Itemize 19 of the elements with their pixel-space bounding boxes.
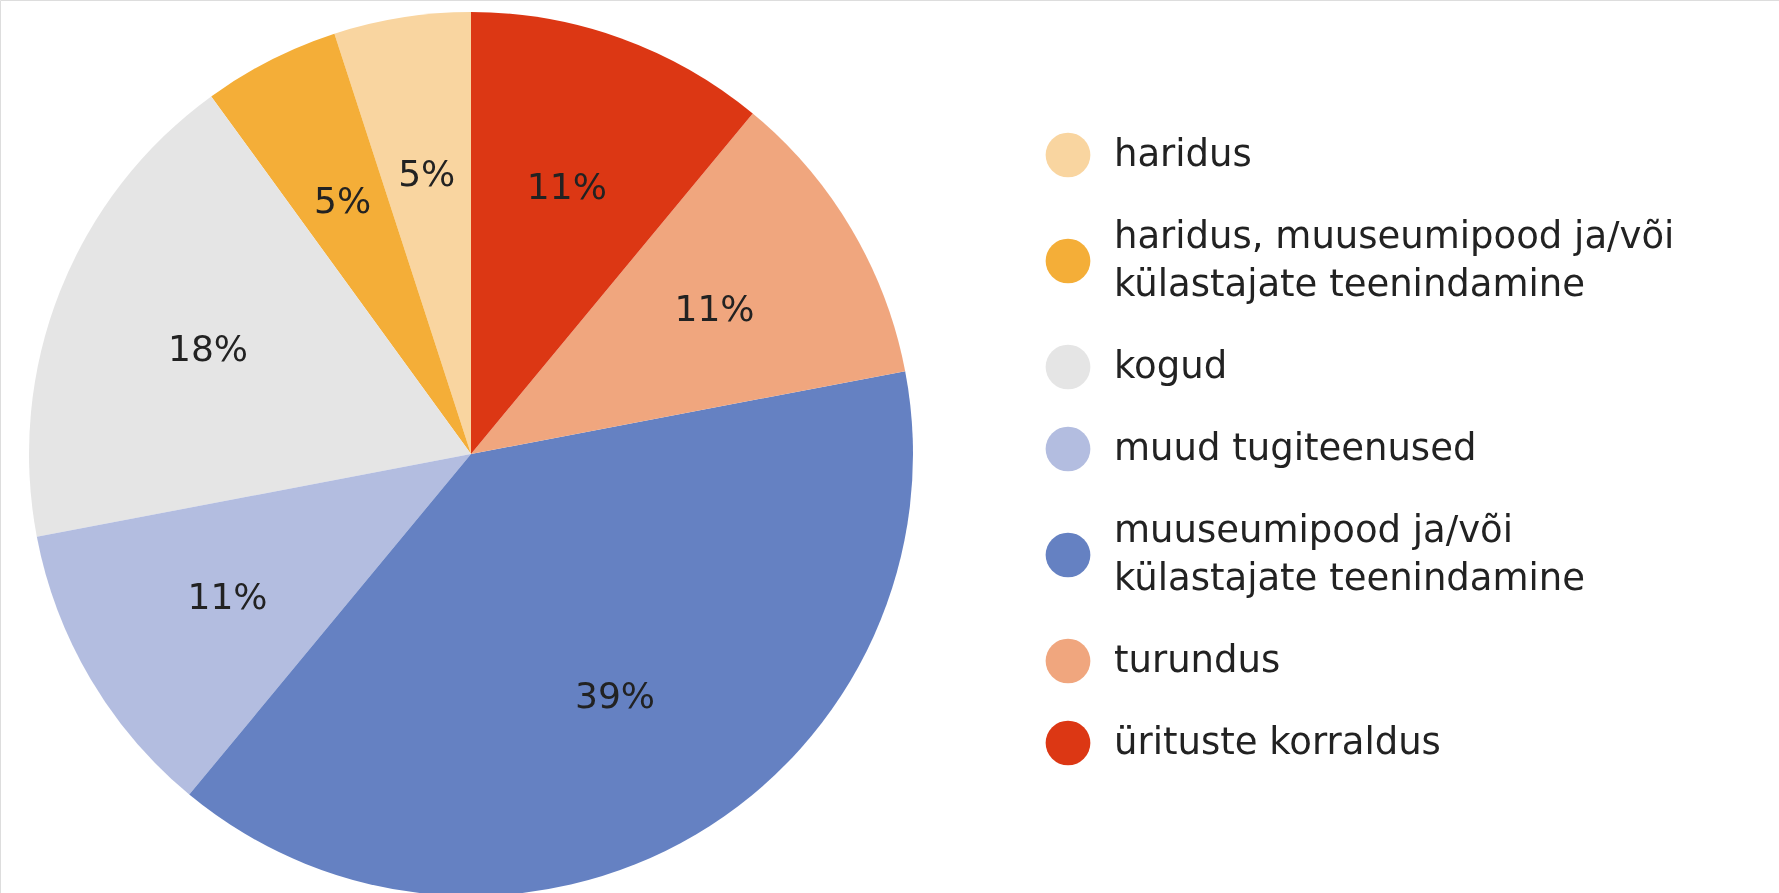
data-label: 11% bbox=[526, 165, 607, 207]
pie-slice bbox=[189, 371, 913, 893]
pie-slice bbox=[471, 113, 906, 454]
pie-slice bbox=[36, 454, 471, 795]
legend-label: haridus, muuseumipood ja/või külastajate teenindamine bbox=[1114, 214, 1675, 305]
data-label: 18% bbox=[167, 327, 248, 369]
legend-label: muuseumipood ja/või külastajate teenindamine bbox=[1114, 508, 1586, 599]
data-label: 5% bbox=[398, 152, 456, 194]
data-label: 39% bbox=[574, 675, 656, 717]
legend-label: ürituste korraldus bbox=[1114, 720, 1441, 763]
legend-label: turundus bbox=[1114, 638, 1281, 681]
data-label: 11% bbox=[674, 288, 755, 329]
legend-label: kogud bbox=[1114, 344, 1228, 387]
legend-label: muud tugiteenused bbox=[1114, 426, 1477, 469]
pie-slice bbox=[471, 12, 753, 454]
legend-label: haridus bbox=[1114, 132, 1252, 175]
data-label: 5% bbox=[314, 179, 372, 221]
pie-slice bbox=[29, 96, 471, 537]
data-label: 11% bbox=[187, 576, 268, 617]
